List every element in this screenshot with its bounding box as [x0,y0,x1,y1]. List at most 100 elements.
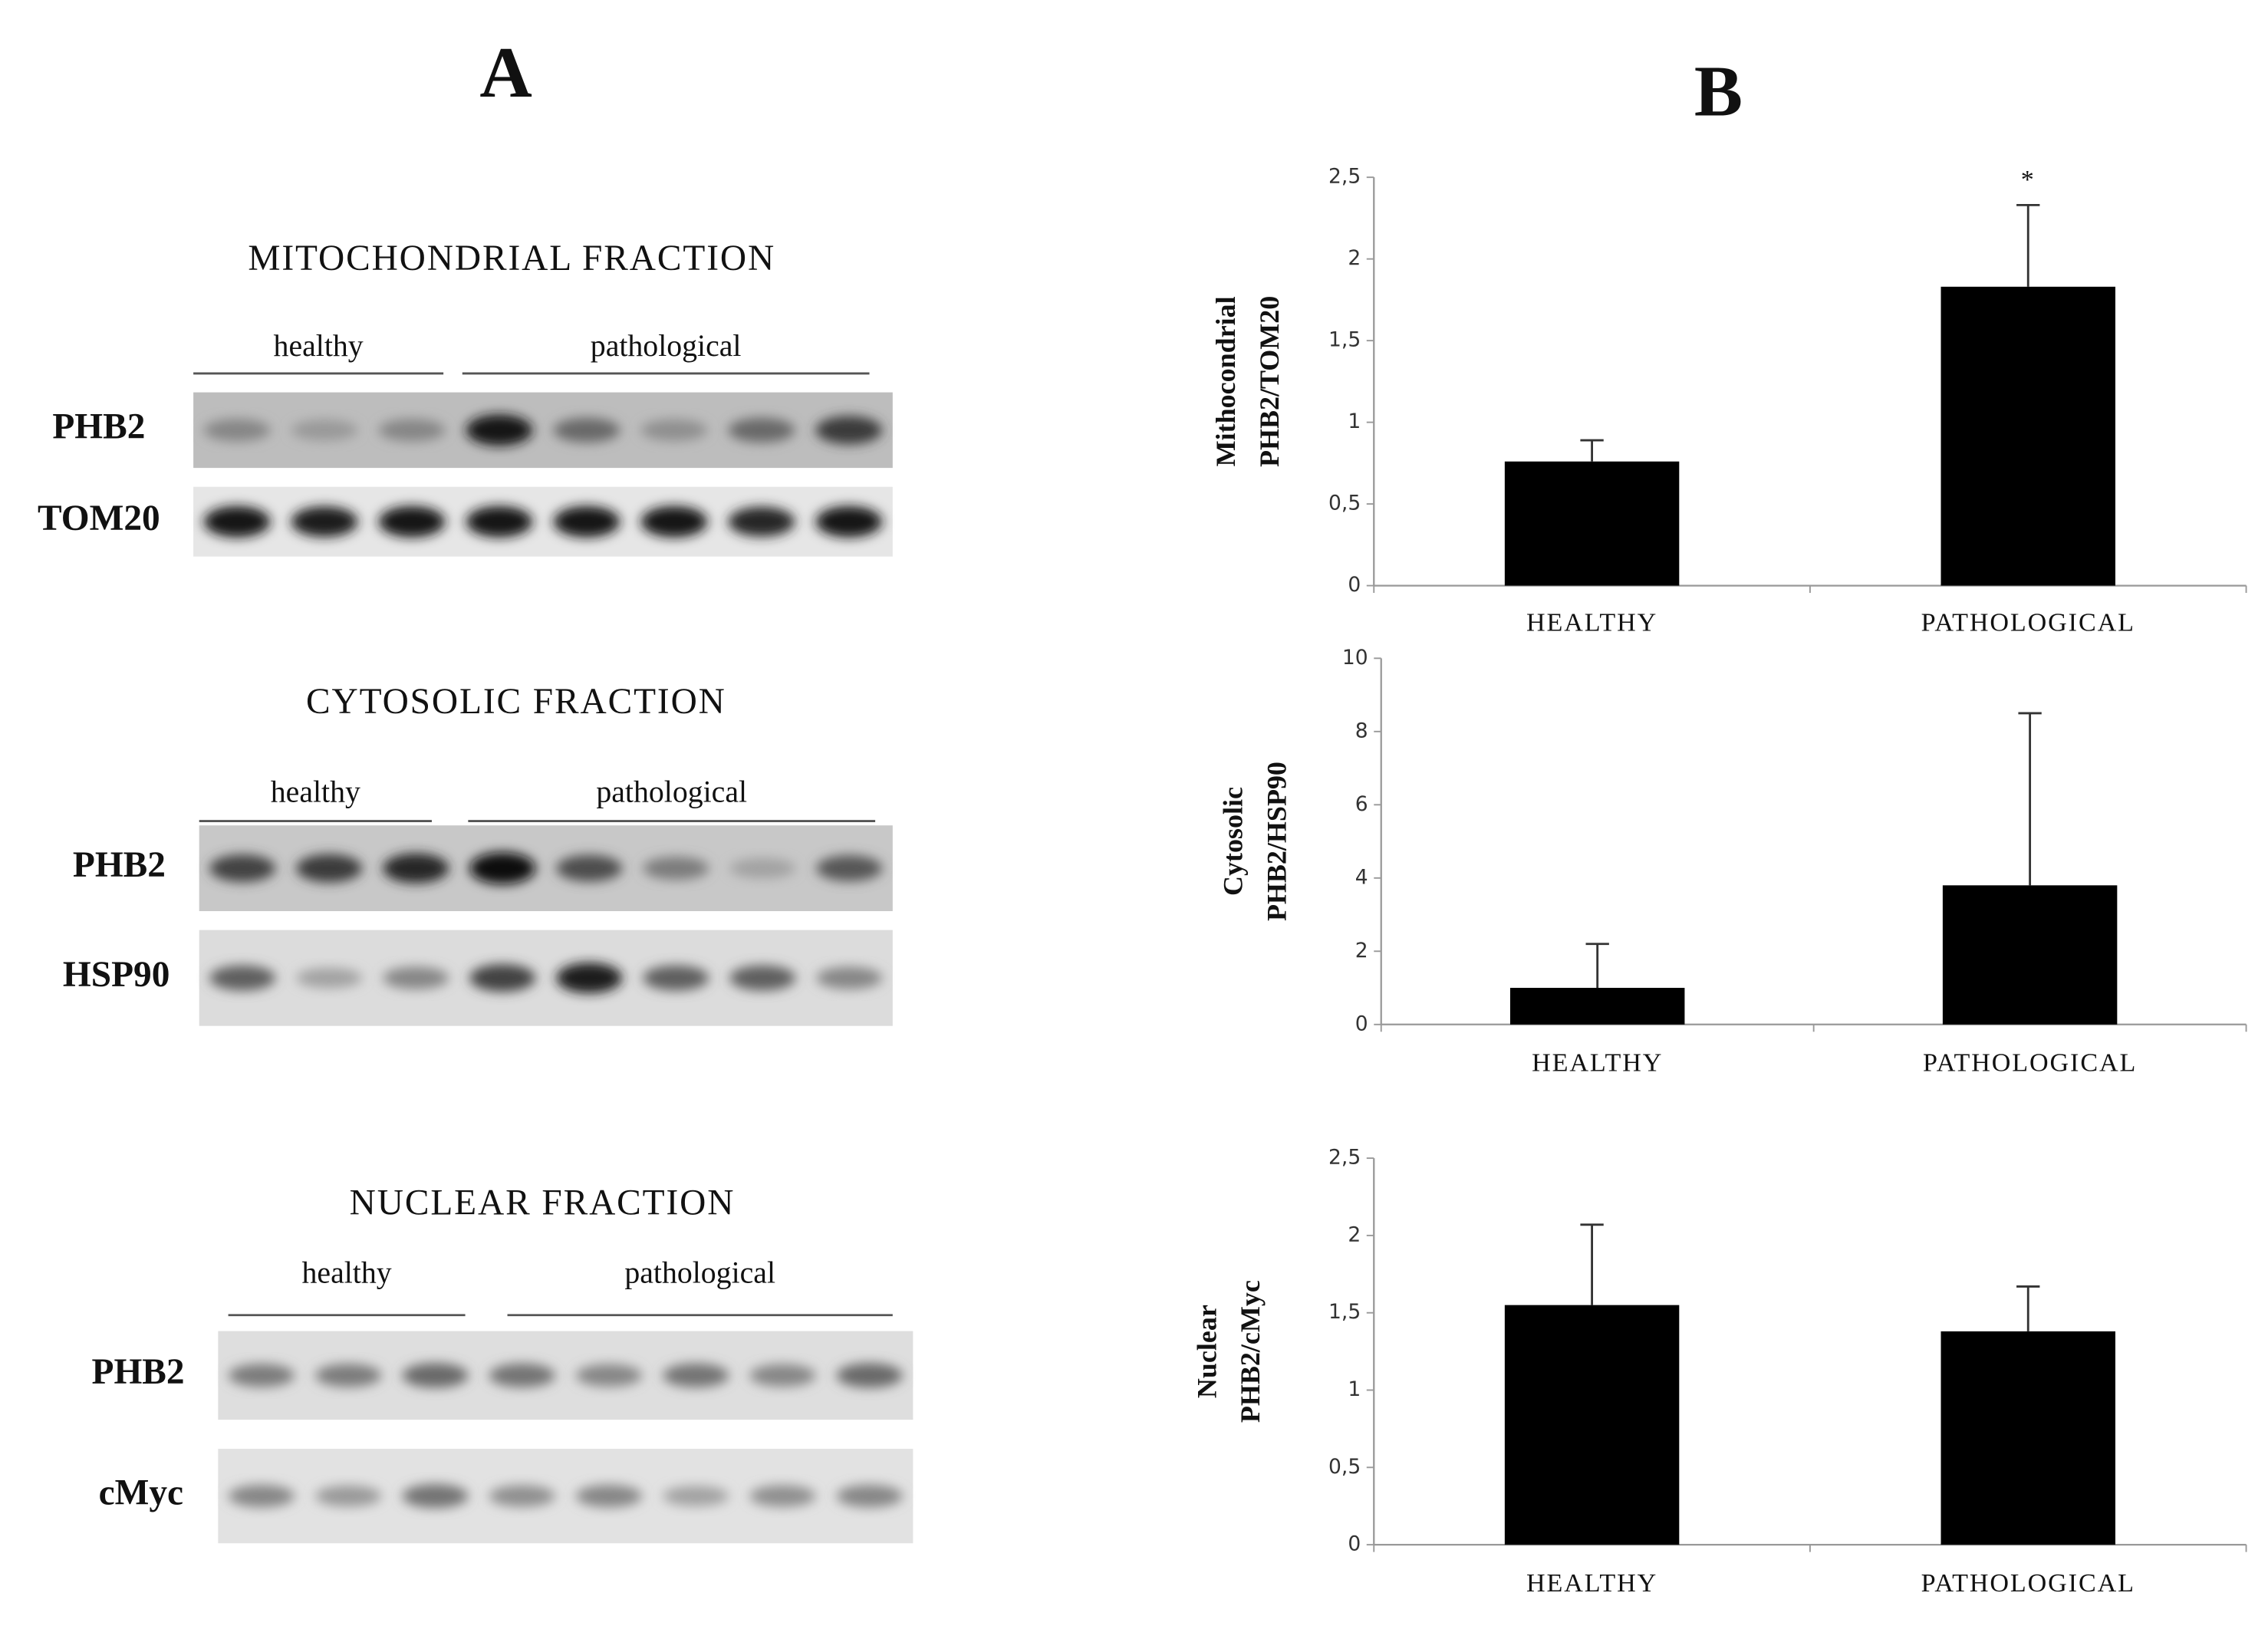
charts: 0 0,5 1 1,5 2 2,5 Mithocondrial PHB2/TOM20 HEALT… [1191,165,2247,1598]
panel-label: B [1694,52,1743,132]
blots: MITOCHONDRIAL FRACTION healthy pathologica… [38,239,913,1544]
y-tick-label: 2,5 [1328,165,1361,189]
y-tick-label: 8 [1355,719,1368,742]
y-tick-label: 6 [1355,792,1368,816]
band [383,853,449,884]
band [556,854,623,882]
y-axis-label: Mithocondrial [1210,296,1241,466]
band [749,1485,816,1507]
band [469,964,536,992]
band [228,1484,295,1508]
band [836,1363,903,1388]
band [575,1484,643,1508]
band [383,966,449,989]
group-label: healthy [274,329,364,363]
band [296,967,363,989]
y-tick-label: 2 [1348,246,1361,270]
y-tick-label: 0 [1348,573,1361,597]
y-axis-label: PHB2/cMyc [1235,1280,1266,1423]
band [728,506,795,537]
y-axis-label: Nuclear [1191,1305,1222,1398]
band [816,855,883,882]
group-label: healthy [271,775,360,809]
band [553,505,620,538]
band [728,417,795,443]
band [209,854,276,883]
y-axis-label: PHB2/HSP90 [1261,762,1292,921]
band [315,1364,382,1387]
band [663,1486,729,1506]
x-tick-label: HEALTHY [1532,1049,1663,1078]
group-label: pathological [591,329,742,363]
band [556,963,623,994]
band [815,416,883,445]
bar [1940,1331,2115,1545]
band [729,965,796,991]
band [816,966,883,989]
y-tick-label: 0 [1348,1532,1361,1556]
bar [1509,988,1685,1025]
panel-label: A [479,33,532,113]
band [815,505,883,538]
y-tick-label: 2 [1348,1223,1361,1246]
band [643,856,709,880]
band [663,1363,729,1387]
x-tick-label: PATHOLOGICAL [1923,1049,2137,1078]
x-tick-label: HEALTHY [1526,609,1657,637]
bar [1940,286,2115,586]
row-label: HSP90 [63,955,170,995]
group-label: healthy [302,1256,392,1290]
band [640,419,708,442]
bar [1504,1305,1680,1545]
section-title: NUCLEAR FRACTION [350,1183,736,1223]
y-tick-label: 10 [1342,646,1368,670]
bar [1504,461,1680,586]
group-label: pathological [596,775,747,809]
band [489,1363,555,1387]
row-label: cMyc [99,1473,183,1513]
y-tick-label: 1,5 [1328,328,1361,352]
band [729,857,796,879]
y-axis-label: PHB2/TOM20 [1254,296,1285,467]
row-label: PHB2 [92,1352,185,1392]
x-tick-label: PATHOLOGICAL [1921,609,2135,637]
y-tick-label: 1,5 [1328,1300,1361,1324]
band [315,1485,382,1507]
y-tick-label: 0,5 [1328,492,1361,515]
band [209,965,276,991]
y-tick-label: 1 [1348,1377,1361,1401]
band [553,417,620,443]
band [402,1484,469,1509]
y-tick-label: 0 [1355,1012,1368,1035]
y-tick-label: 2 [1355,939,1368,963]
group-label: pathological [624,1256,775,1290]
band [836,1484,903,1508]
band [749,1364,816,1387]
row-label: TOM20 [38,499,160,538]
row-label: PHB2 [52,407,145,447]
section-title: CYTOSOLIC FRACTION [306,682,726,722]
band [489,1485,555,1507]
y-tick-label: 2,5 [1328,1146,1361,1170]
band [203,505,271,538]
band [575,1364,643,1387]
y-tick-label: 4 [1355,865,1368,889]
band [643,965,709,991]
band [378,505,446,538]
band [291,420,358,441]
band [296,854,363,883]
band [228,1364,295,1387]
x-tick-label: PATHOLOGICAL [1921,1569,2135,1598]
band [640,505,708,538]
bar [1942,885,2118,1025]
band [203,419,271,442]
band [378,419,446,442]
section-title: MITOCHONDRIAL FRACTION [248,239,775,278]
x-tick-label: HEALTHY [1526,1569,1657,1598]
row-label: PHB2 [73,845,166,885]
band [291,506,358,538]
y-axis-label: Cytosolic [1217,787,1248,896]
band [402,1363,469,1388]
y-tick-label: 1 [1348,410,1361,433]
